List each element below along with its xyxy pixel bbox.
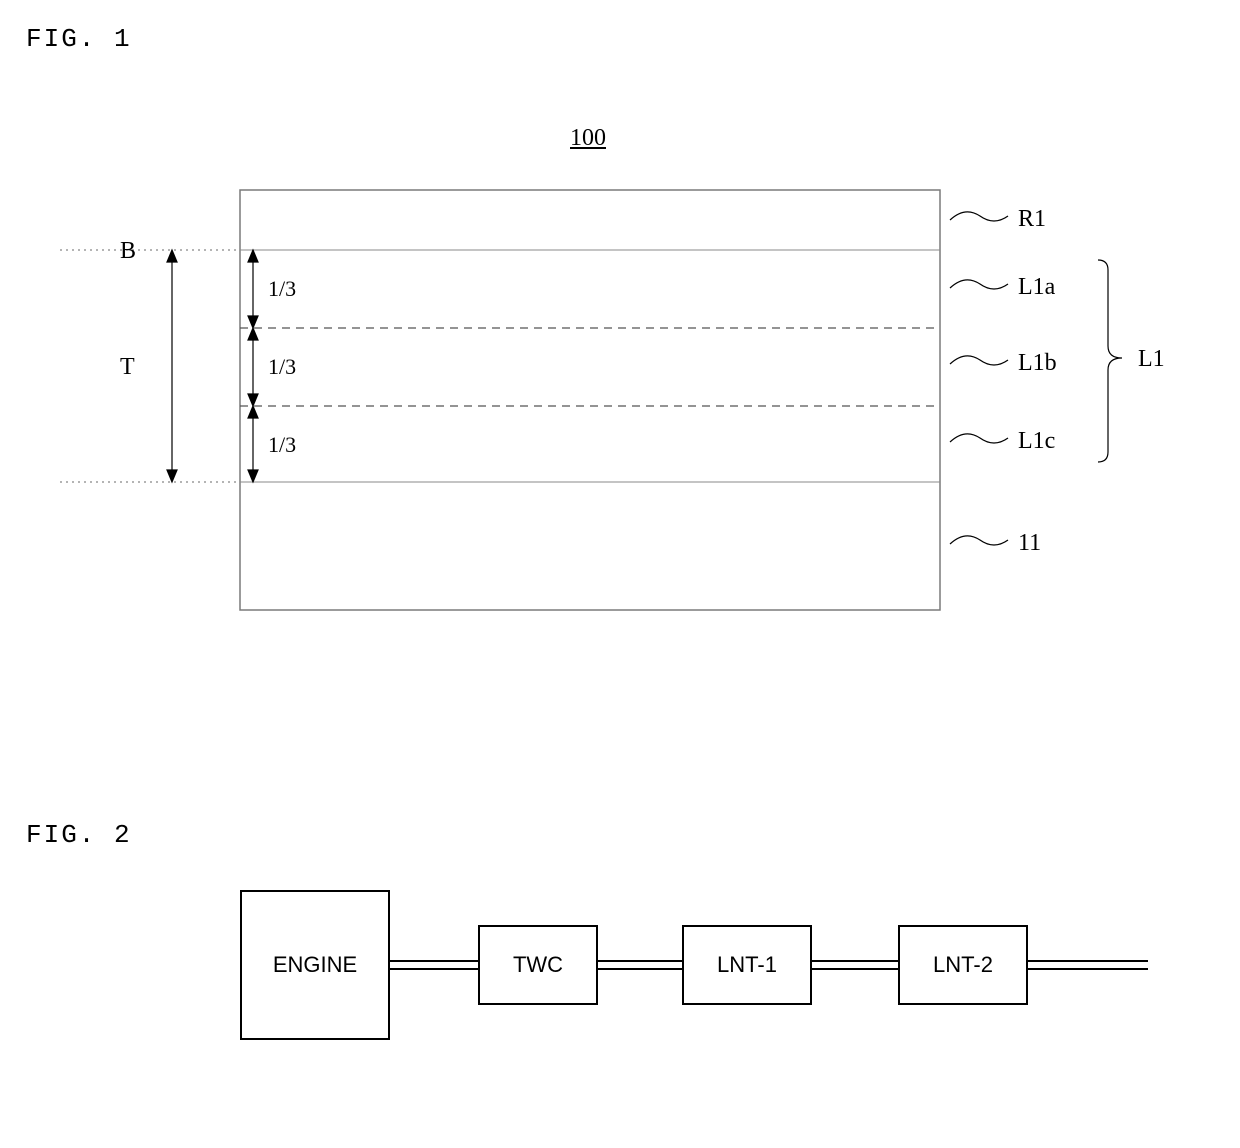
dim-thirds — [248, 250, 258, 482]
dim-T — [167, 250, 177, 482]
label-L1b: L1b — [1018, 350, 1057, 377]
pipe-3 — [1028, 960, 1148, 970]
pipe-2 — [812, 960, 898, 970]
lnt2-box: LNT-2 — [898, 925, 1028, 1005]
pipe-1 — [598, 960, 682, 970]
label-l1-lower: 11 — [1018, 530, 1041, 557]
engine-box: ENGINE — [240, 890, 390, 1040]
label-B: B — [120, 238, 136, 265]
label-T: T — [120, 354, 135, 381]
fig1-container: 100 — [0, 110, 1240, 680]
label-R1: R1 — [1018, 206, 1046, 233]
l1-bracket — [1098, 260, 1122, 462]
engine-label: ENGINE — [273, 952, 357, 978]
label-L1-group: L1 — [1138, 346, 1165, 373]
twc-label: TWC — [513, 952, 563, 978]
twc-box: TWC — [478, 925, 598, 1005]
lnt1-box: LNT-1 — [682, 925, 812, 1005]
lead-curves — [950, 212, 1008, 545]
frac-0: 1/3 — [268, 276, 296, 302]
frac-2: 1/3 — [268, 432, 296, 458]
fig1-svg — [0, 110, 1240, 680]
fig2-container: ENGINE TWC LNT-1 LNT-2 — [0, 820, 1240, 1100]
fig1-box — [240, 190, 940, 610]
label-L1a: L1a — [1018, 274, 1055, 301]
label-L1c: L1c — [1018, 428, 1055, 455]
pipe-0 — [390, 960, 478, 970]
frac-1: 1/3 — [268, 354, 296, 380]
lnt1-label: LNT-1 — [717, 952, 777, 978]
fig1-label: FIG. 1 — [26, 24, 132, 54]
lnt2-label: LNT-2 — [933, 952, 993, 978]
